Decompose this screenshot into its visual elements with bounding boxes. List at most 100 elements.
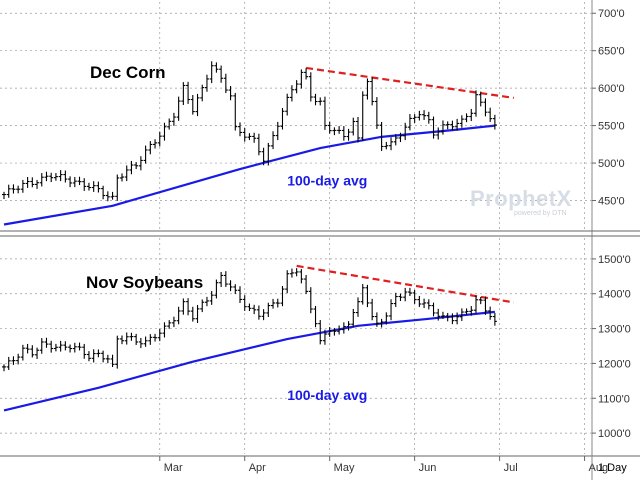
price-bar xyxy=(469,108,474,122)
price-bar xyxy=(346,321,351,331)
price-bar xyxy=(440,120,445,135)
price-bar xyxy=(271,131,276,150)
y-tick-label: 550'0 xyxy=(598,121,625,133)
watermark-brand: ProphetX xyxy=(470,186,572,211)
price-bar xyxy=(6,184,11,198)
watermark-sub: powered by DTN xyxy=(514,210,567,217)
price-bar xyxy=(261,309,266,321)
price-bar xyxy=(313,305,318,328)
price-bar xyxy=(91,349,96,363)
price-bar xyxy=(138,156,143,171)
price-bar xyxy=(68,344,73,353)
price-bar xyxy=(464,308,469,315)
price-bar xyxy=(124,165,129,182)
price-bar xyxy=(322,96,327,130)
price-bar xyxy=(35,179,40,189)
price-bar xyxy=(44,171,49,182)
price-bar xyxy=(469,306,474,316)
price-bar xyxy=(105,191,110,202)
price-bar xyxy=(223,271,228,287)
price-bar xyxy=(153,139,158,149)
x-tick-label: Jun xyxy=(419,462,437,474)
price-bar xyxy=(223,73,228,94)
price-bar xyxy=(101,185,106,200)
price-bar xyxy=(332,327,337,336)
price-bar xyxy=(327,121,332,134)
price-bar xyxy=(370,298,375,321)
y-tick-label: 1300'0 xyxy=(598,324,631,336)
price-bar xyxy=(63,170,68,183)
y-tick-label: 1500'0 xyxy=(598,254,631,266)
price-bar xyxy=(143,145,148,164)
y-tick-label: 1100'0 xyxy=(598,393,630,405)
price-bar xyxy=(488,107,493,123)
price-bar xyxy=(304,274,309,295)
price-bar xyxy=(280,107,285,130)
y-tick-label: 500'0 xyxy=(598,158,625,170)
price-bar xyxy=(346,128,351,141)
price-bar xyxy=(25,177,30,188)
price-bar xyxy=(44,337,49,348)
price-bar xyxy=(474,295,478,314)
price-bar xyxy=(322,329,327,345)
price-bar xyxy=(30,345,35,358)
price-bar xyxy=(195,305,200,324)
price-bar xyxy=(337,126,342,134)
price-bar xyxy=(77,342,82,351)
trendline-layer xyxy=(296,66,514,304)
price-bar xyxy=(238,286,242,303)
price-bar xyxy=(35,347,40,360)
price-bar xyxy=(478,91,483,107)
price-bar xyxy=(176,96,181,121)
price-bar xyxy=(186,81,191,104)
price-bar xyxy=(412,114,417,123)
y-tick-label: 1400'0 xyxy=(598,289,631,301)
price-bar xyxy=(30,177,35,188)
price-bar xyxy=(233,92,238,131)
price-bar xyxy=(374,97,379,129)
price-bar xyxy=(341,322,346,334)
price-bar xyxy=(214,279,219,299)
price-bar xyxy=(162,122,167,141)
price-bar xyxy=(407,287,412,296)
price-bar xyxy=(49,340,54,353)
price-bar xyxy=(247,133,252,141)
price-bar xyxy=(58,170,63,182)
price-bar xyxy=(124,332,129,345)
price-bar xyxy=(341,126,346,141)
price-bar xyxy=(86,351,91,362)
price-bar xyxy=(356,297,360,317)
price-bar xyxy=(167,118,172,130)
price-bar xyxy=(209,290,214,305)
price-bar xyxy=(58,340,63,352)
moving-average-line xyxy=(3,310,495,412)
y-tick-label: 600'0 xyxy=(598,83,625,95)
moving-average-label: 100-day avg xyxy=(287,387,367,403)
x-tick-label: Aug xyxy=(589,462,609,474)
price-bar xyxy=(492,114,497,130)
price-bar xyxy=(332,127,337,136)
price-bar xyxy=(96,349,101,358)
price-bar xyxy=(252,132,257,143)
price-bar xyxy=(407,114,412,131)
price-bar xyxy=(195,93,200,117)
prophetx-watermark-logo: ProphetX powered by DTN xyxy=(470,186,572,217)
price-bar xyxy=(200,299,205,313)
price-bar xyxy=(16,353,21,365)
price-bar xyxy=(148,334,153,345)
price-bar xyxy=(63,341,68,351)
x-tick-label: May xyxy=(334,462,355,474)
price-bar xyxy=(299,269,304,284)
price-bar xyxy=(247,303,252,312)
price-bar xyxy=(181,298,186,315)
price-bar xyxy=(436,308,441,321)
price-bar xyxy=(209,61,214,84)
price-bar xyxy=(233,284,238,294)
price-bar xyxy=(176,306,181,325)
price-bar xyxy=(190,94,195,115)
price-bar xyxy=(53,343,58,352)
price-bar xyxy=(398,293,403,302)
price-bar xyxy=(252,304,257,315)
price-bar xyxy=(39,338,44,354)
price-bar xyxy=(393,134,398,146)
